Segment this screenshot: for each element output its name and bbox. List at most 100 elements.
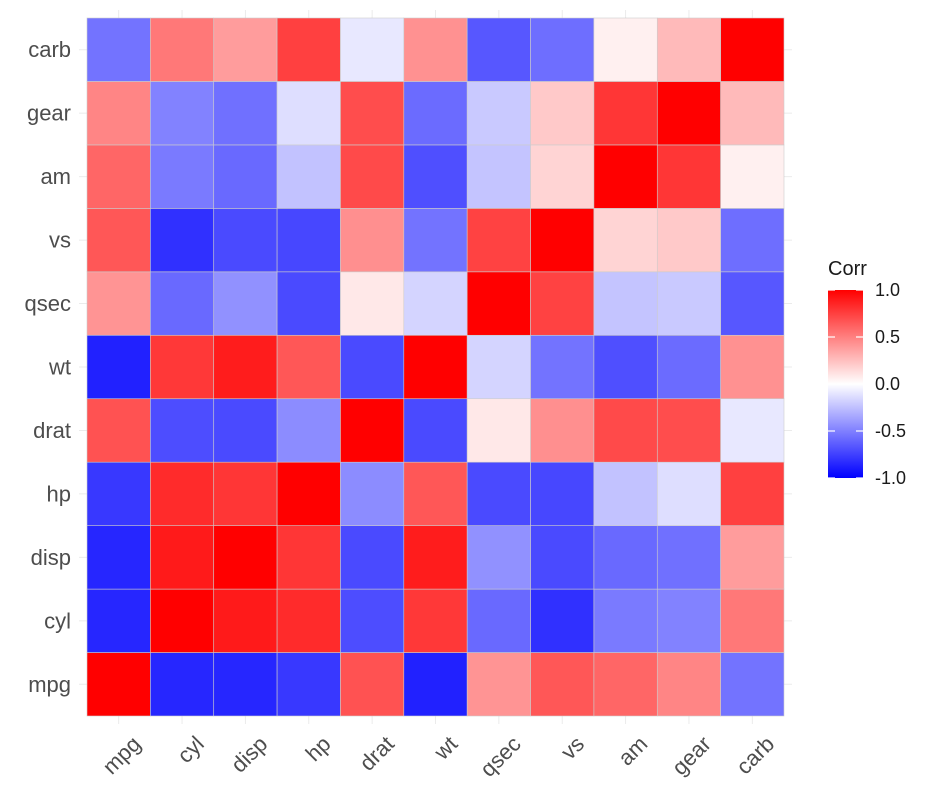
heatmap-cell-qsec-wt: [466, 334, 531, 400]
heatmap-cell-mpg-am: [86, 144, 151, 209]
heatmap-cell-drat-disp: [340, 525, 405, 590]
heatmap-cell-disp-disp: [213, 525, 278, 590]
heatmap-cell-vs-gear: [530, 81, 595, 146]
heatmap-cell-drat-drat: [340, 398, 405, 463]
y-tick-label-qsec: qsec: [25, 291, 71, 316]
heatmap-cell-gear-disp: [656, 525, 721, 590]
heatmap-cells: [86, 17, 785, 717]
heatmap-cell-mpg-disp: [86, 525, 151, 590]
heatmap-cell-mpg-cyl: [86, 588, 151, 653]
heatmap-cell-drat-wt: [340, 334, 405, 400]
heatmap-cell-gear-wt: [656, 334, 721, 400]
heatmap-cell-gear-drat: [656, 398, 721, 463]
y-tick-label-disp: disp: [31, 545, 71, 570]
heatmap-cell-qsec-disp: [466, 525, 531, 590]
heatmap-cell-wt-wt: [403, 334, 468, 400]
heatmap-cell-qsec-drat: [466, 398, 531, 463]
heatmap-cell-hp-vs: [276, 208, 341, 273]
heatmap-cell-hp-mpg: [276, 652, 341, 717]
heatmap-cell-am-am: [593, 144, 658, 209]
heatmap-cell-carb-mpg: [720, 652, 785, 717]
heatmap-cell-disp-wt: [213, 334, 278, 400]
heatmap-cell-cyl-drat: [150, 398, 215, 463]
y-tick-label-carb: carb: [28, 37, 71, 62]
x-tick-label-gear: gear: [667, 731, 716, 780]
heatmap-cell-am-carb: [593, 17, 658, 82]
heatmap-cell-hp-cyl: [276, 588, 341, 653]
heatmap-cell-gear-gear: [656, 81, 721, 146]
heatmap-cell-carb-am: [720, 144, 785, 209]
heatmap-cell-vs-wt: [530, 334, 595, 400]
heatmap-cell-disp-hp: [213, 461, 278, 526]
y-tick-label-drat: drat: [33, 418, 71, 443]
heatmap-cell-cyl-cyl: [150, 588, 215, 653]
heatmap-cell-cyl-mpg: [150, 652, 215, 717]
y-tick-label-cyl: cyl: [44, 608, 71, 633]
heatmap-cell-carb-drat: [720, 398, 785, 463]
heatmap-cell-wt-hp: [403, 461, 468, 526]
heatmap-cell-cyl-disp: [150, 525, 215, 590]
heatmap-cell-vs-hp: [530, 461, 595, 526]
heatmap-cell-wt-qsec: [403, 271, 468, 336]
heatmap-cell-qsec-qsec: [466, 271, 531, 336]
heatmap-cell-gear-cyl: [656, 588, 721, 653]
heatmap-cell-qsec-hp: [466, 461, 531, 526]
heatmap-cell-cyl-qsec: [150, 271, 215, 336]
heatmap-cell-mpg-qsec: [86, 271, 151, 336]
heatmap-cell-wt-cyl: [403, 588, 468, 653]
heatmap-cell-drat-mpg: [340, 652, 405, 717]
legend-title: Corr: [828, 258, 867, 280]
heatmap-cell-qsec-vs: [466, 208, 531, 273]
x-tick-label-carb: carb: [731, 731, 779, 779]
heatmap-cell-drat-vs: [340, 208, 405, 273]
heatmap-cell-wt-gear: [403, 81, 468, 146]
heatmap-cell-vs-vs: [530, 208, 595, 273]
heatmap-cell-gear-mpg: [656, 652, 721, 717]
heatmap-cell-vs-qsec: [530, 271, 595, 336]
heatmap-cell-drat-am: [340, 144, 405, 209]
heatmap-cell-carb-wt: [720, 334, 785, 400]
y-tick-label-mpg: mpg: [28, 672, 71, 697]
heatmap-cell-drat-carb: [340, 17, 405, 82]
heatmap-cell-disp-cyl: [213, 588, 278, 653]
heatmap-cell-gear-qsec: [656, 271, 721, 336]
heatmap-cell-mpg-vs: [86, 208, 151, 273]
x-tick-label-wt: wt: [428, 731, 462, 765]
heatmap-cell-cyl-carb: [150, 17, 215, 82]
heatmap-cell-disp-qsec: [213, 271, 278, 336]
x-axis: mpg cyl disp hp drat wt qsec vs am gear carb: [98, 731, 780, 782]
legend-label: -0.5: [875, 421, 906, 441]
heatmap-cell-gear-vs: [656, 208, 721, 273]
heatmap-cell-qsec-cyl: [466, 588, 531, 653]
heatmap-cell-wt-vs: [403, 208, 468, 273]
heatmap-cell-qsec-carb: [466, 17, 531, 82]
heatmap-cell-mpg-wt: [86, 334, 151, 400]
heatmap-cell-gear-carb: [656, 17, 721, 82]
heatmap-cell-disp-vs: [213, 208, 278, 273]
heatmap-cell-hp-am: [276, 144, 341, 209]
x-tick-label-am: am: [613, 731, 652, 770]
legend-label: 0.5: [875, 327, 900, 347]
y-tick-label-am: am: [40, 164, 71, 189]
heatmap-cell-mpg-gear: [86, 81, 151, 146]
heatmap-cell-disp-carb: [213, 17, 278, 82]
heatmap-cell-carb-gear: [720, 81, 785, 146]
legend-label: 1.0: [875, 280, 900, 300]
heatmap-cell-mpg-hp: [86, 461, 151, 526]
legend: Corr 1.0 0.5 0.0 -0.5 -1.0: [828, 258, 906, 488]
heatmap-cell-hp-qsec: [276, 271, 341, 336]
heatmap-cell-am-hp: [593, 461, 658, 526]
heatmap-cell-carb-carb: [720, 17, 785, 82]
heatmap-cell-mpg-mpg: [86, 652, 151, 717]
heatmap-cell-cyl-vs: [150, 208, 215, 273]
heatmap-cell-qsec-am: [466, 144, 531, 209]
heatmap-cell-wt-disp: [403, 525, 468, 590]
y-tick-label-hp: hp: [47, 481, 71, 506]
heatmap-cell-am-drat: [593, 398, 658, 463]
legend-label: -1.0: [875, 468, 906, 488]
heatmap-cell-drat-hp: [340, 461, 405, 526]
heatmap-cell-disp-gear: [213, 81, 278, 146]
heatmap-cell-vs-drat: [530, 398, 595, 463]
heatmap-cell-cyl-hp: [150, 461, 215, 526]
